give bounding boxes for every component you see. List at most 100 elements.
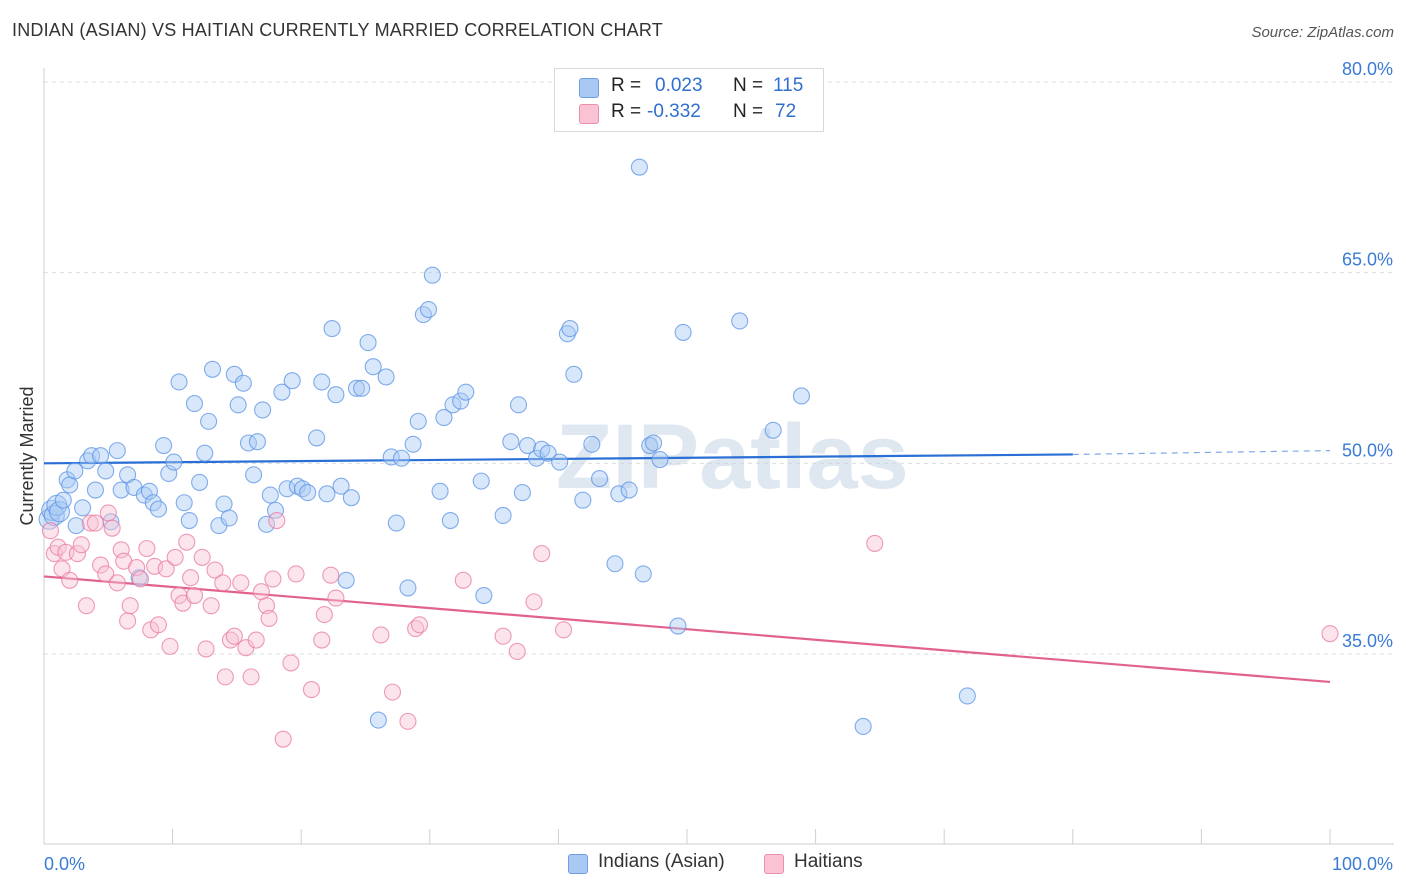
point-indians [327,386,345,404]
point-haitians [264,570,282,588]
point-indians [551,453,569,471]
point-haitians [232,574,250,592]
point-haitians [225,627,243,645]
point-haitians [157,560,175,578]
point-haitians [399,712,417,730]
trend-line-indians-extension [1072,450,1331,456]
point-haitians [327,589,345,607]
point-haitians [1321,625,1339,643]
point-haitians [178,533,196,551]
y-axis-label: Currently Married [17,386,37,525]
point-haitians [119,612,137,630]
point-haitians [77,597,95,615]
point-haitians [508,642,526,661]
point-indians [645,434,663,452]
point-haitians [242,668,260,686]
stats-legend: R = 0.023 N = 115 R = -0.332 N = 72 [554,68,824,132]
point-indians [273,383,291,401]
point-indians [170,373,188,391]
trend-lines [43,450,1331,684]
point-indians [854,717,872,736]
y-tick-label: 80.0% [1342,59,1393,79]
point-indians [377,368,395,386]
point-indians [180,511,198,530]
point-indians [472,472,490,490]
point-haitians [61,571,79,589]
point-indians [651,450,669,469]
point-indians [444,396,462,414]
point-indians [67,517,85,535]
point-indians [175,494,193,512]
point-indians [308,429,326,447]
point-indians [431,482,449,500]
point-indians [494,506,512,524]
point-indians [347,379,366,397]
legend-n-value: 72 [775,101,797,122]
point-indians [337,571,355,589]
point-haitians [81,514,99,532]
point-haitians [128,559,146,577]
legend-swatch-haitians [764,854,784,874]
point-indians [257,515,276,533]
point-indians [203,360,222,378]
legend-label-indians: Indians (Asian) [598,851,725,872]
point-indians [610,485,628,503]
point-indians [313,373,331,391]
point-indians [591,470,609,488]
point-indians [509,396,528,414]
point-indians [359,334,377,352]
point-indians [185,395,204,413]
point-indians [323,320,341,338]
point-haitians [121,597,139,615]
point-indians [452,392,470,410]
legend-r-label: R = [611,75,642,96]
point-indians [140,482,159,500]
point-indians [48,501,70,523]
point-indians [54,491,72,509]
point-indians [387,514,405,532]
point-haitians [257,597,276,615]
point-indians [66,462,84,480]
point-haitians [282,654,300,672]
point-haitians [410,616,429,634]
point-indians [502,433,520,451]
point-indians [674,323,692,341]
point-indians [409,412,427,430]
x-tick-label: 0.0% [44,854,85,874]
legend-swatch-indians [568,854,588,874]
point-haitians [554,621,573,639]
point-indians [539,444,557,462]
point-indians [414,306,432,324]
point-indians [561,320,579,338]
point-indians [574,491,592,509]
point-indians [112,481,130,499]
point-haitians [247,631,265,649]
point-indians [299,484,317,502]
point-indians [606,555,624,573]
legend-r-value: -0.332 [647,101,701,122]
point-indians [958,687,976,705]
point-indians [239,434,258,452]
point-haitians [525,593,543,611]
point-indians [342,489,360,507]
point-indians [332,477,350,495]
point-indians [392,449,411,467]
point-indians [353,379,371,397]
point-haitians [274,730,292,748]
point-indians [283,372,301,390]
point-haitians [216,668,234,686]
point-indians [318,485,336,503]
legend-n-value: 115 [773,75,804,96]
point-indians [630,158,648,176]
point-indians [792,387,811,405]
point-indians [261,486,279,504]
point-haitians [315,606,333,624]
point-haitians [260,609,278,627]
legend-r-label: R = [611,101,642,122]
point-indians [74,499,92,517]
point-indians [225,365,243,383]
point-haitians [108,574,126,592]
legend-label-haitians: Haitians [794,851,863,872]
grid-lines [44,81,1394,655]
point-haitians [185,586,204,605]
